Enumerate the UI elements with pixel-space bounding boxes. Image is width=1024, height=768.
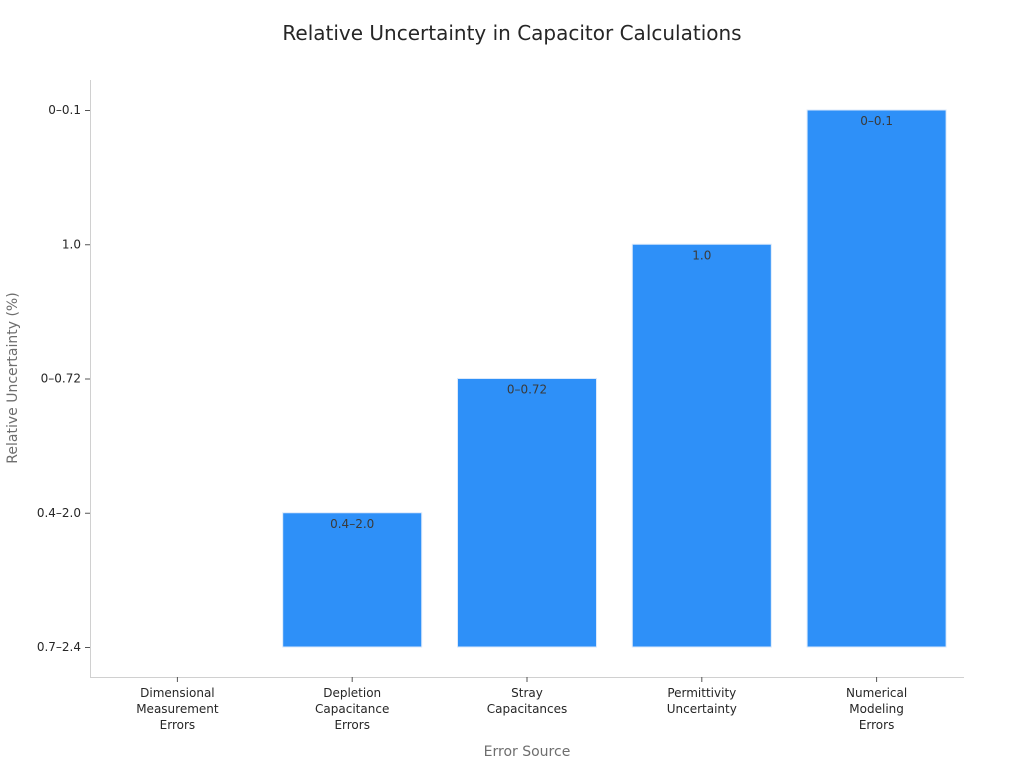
bar xyxy=(457,378,597,648)
x-tick-label-line: Dimensional xyxy=(140,686,214,700)
y-tick-label: 0–0.1 xyxy=(48,103,81,117)
x-tick-label-line: Uncertainty xyxy=(667,702,737,716)
bar xyxy=(806,109,947,648)
x-axis-title: Error Source xyxy=(484,744,571,760)
bar xyxy=(631,243,772,648)
bar-value-label: 1.0 xyxy=(692,248,711,262)
y-tick-label: 1.0 xyxy=(62,237,81,251)
chart-title: Relative Uncertainty in Capacitor Calcul… xyxy=(282,21,741,45)
x-tick-label-line: Numerical xyxy=(846,686,907,700)
y-tick-label: 0–0.72 xyxy=(41,372,81,386)
x-tick-label: Depletion Capacitance Errors xyxy=(315,686,389,732)
x-tick-label-line: Capacitance xyxy=(315,702,389,716)
x-tick-label-line: Capacitances xyxy=(487,702,568,716)
x-tick-label-line: Errors xyxy=(160,718,196,732)
x-tick-label: Permittivity Uncertainty xyxy=(667,686,737,716)
x-tick-label-line: Permittivity xyxy=(667,686,736,700)
x-tick-label-line: Errors xyxy=(334,718,370,732)
y-axis-title: Relative Uncertainty (%) xyxy=(5,292,21,463)
bars: 0.4–2.0 0–0.72 1.0 0–0.1 xyxy=(282,109,947,648)
y-tick-label: 0.7–2.4 xyxy=(37,640,81,654)
bar-value-label: 0–0.1 xyxy=(860,114,893,128)
bar xyxy=(282,512,423,648)
y-tick-label: 0.4–2.0 xyxy=(37,506,81,520)
x-tick-label-line: Stray xyxy=(511,686,543,700)
x-tick-label: Dimensional Measurement Errors xyxy=(136,686,219,732)
x-tick-label: Stray Capacitances xyxy=(487,686,568,716)
bar-value-label: 0–0.72 xyxy=(507,383,547,397)
x-tick-label-line: Errors xyxy=(859,718,895,732)
bar-value-label: 0.4–2.0 xyxy=(330,517,374,531)
x-tick-label: Numerical Modeling Errors xyxy=(846,686,907,732)
x-tick-label-line: Modeling xyxy=(849,702,904,716)
y-axis-ticks: 0.7–2.4 0.4–2.0 0–0.72 1.0 0–0.1 xyxy=(37,103,90,654)
x-tick-label-line: Measurement xyxy=(136,702,219,716)
x-axis-ticks: Dimensional Measurement Errors Depletion Cap… xyxy=(136,677,907,732)
x-tick-label-line: Depletion xyxy=(323,686,381,700)
